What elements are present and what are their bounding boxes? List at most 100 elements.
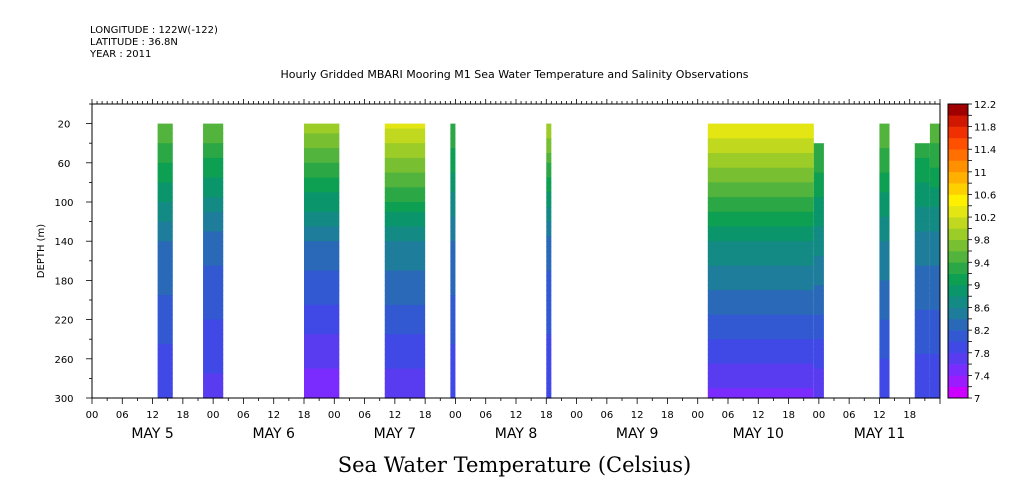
- day-label: MAY 8: [495, 426, 537, 442]
- temperature-cell: [203, 314, 224, 321]
- temperature-cell: [707, 187, 814, 193]
- temperature-cell: [929, 329, 940, 335]
- temperature-cell: [929, 255, 940, 262]
- colorbar-swatch: [948, 296, 968, 308]
- temperature-cell: [450, 182, 456, 188]
- temperature-cell: [879, 148, 890, 154]
- temperature-cell: [879, 280, 890, 286]
- temperature-cell: [546, 309, 552, 316]
- temperature-cell: [546, 383, 552, 389]
- temperature-cell: [546, 329, 552, 335]
- temperature-cell: [914, 197, 930, 203]
- temperature-cell: [813, 236, 824, 242]
- temperature-cell: [450, 177, 456, 183]
- temperature-cell: [813, 260, 824, 267]
- temperature-cell: [813, 295, 824, 301]
- temperature-cell: [450, 285, 456, 291]
- temperature-cell: [203, 138, 224, 144]
- temperature-cell: [304, 128, 340, 134]
- temperature-cell: [929, 309, 940, 316]
- temperature-cell: [813, 177, 824, 183]
- temperature-cell: [914, 172, 930, 179]
- hour-tick-label: 06: [479, 410, 492, 421]
- hour-tick-label: 06: [358, 410, 371, 421]
- temperature-cell: [450, 138, 456, 144]
- temperature-cell: [157, 123, 173, 130]
- temperature-cell: [384, 255, 426, 262]
- temperature-cell: [914, 231, 930, 237]
- temperature-cell: [304, 138, 340, 144]
- temperature-cell: [929, 143, 940, 149]
- temperature-cell: [384, 157, 426, 164]
- temperature-cell: [929, 290, 940, 296]
- temperature-cell: [304, 295, 340, 301]
- temperature-cell: [304, 314, 340, 321]
- temperature-cell: [450, 388, 456, 394]
- temperature-cell: [813, 241, 824, 247]
- temperature-cell: [546, 241, 552, 247]
- temperature-cell: [879, 226, 890, 232]
- temperature-cell: [450, 368, 456, 375]
- temperature-cell: [707, 373, 814, 379]
- temperature-cell: [929, 241, 940, 247]
- y-tick-label: 20: [58, 120, 71, 131]
- temperature-cell: [914, 187, 930, 193]
- temperature-cell: [450, 226, 456, 232]
- temperature-cell: [813, 157, 824, 164]
- y-tick-label: 140: [54, 237, 73, 248]
- temperature-cell: [879, 353, 890, 360]
- temperature-cell: [203, 182, 224, 188]
- temperature-cell: [304, 270, 340, 277]
- temperature-cell: [879, 358, 890, 365]
- colorbar-swatch: [948, 386, 968, 399]
- colorbar-swatch: [948, 137, 968, 150]
- temperature-cell: [450, 255, 456, 262]
- temperature-cell: [707, 246, 814, 252]
- temperature-cell: [304, 172, 340, 179]
- temperature-cell: [879, 197, 890, 203]
- colorbar-swatch: [948, 149, 968, 161]
- temperature-cell: [304, 260, 340, 267]
- temperature-cell: [879, 255, 890, 262]
- temperature-cell: [707, 138, 814, 144]
- temperature-cell: [929, 221, 940, 228]
- temperature-cell: [546, 373, 552, 379]
- temperature-cell: [813, 270, 824, 277]
- temperature-cell: [203, 275, 224, 281]
- temperature-cell: [157, 324, 173, 330]
- temperature-cell: [813, 251, 824, 257]
- temperature-cell: [304, 157, 340, 164]
- temperature-cell: [546, 197, 552, 203]
- temperature-cell: [450, 202, 456, 208]
- temperature-cell: [914, 216, 930, 223]
- temperature-cell: [546, 349, 552, 355]
- temperature-cell: [914, 270, 930, 277]
- temperature-cell: [450, 339, 456, 345]
- temperature-cell: [546, 300, 552, 306]
- temperature-cell: [384, 270, 426, 277]
- temperature-cell: [384, 177, 426, 183]
- temperature-cell: [929, 378, 940, 384]
- temperature-cell: [813, 373, 824, 379]
- temperature-cell: [707, 221, 814, 228]
- temperature-cell: [450, 167, 456, 174]
- hour-tick-label: 06: [722, 410, 735, 421]
- temperature-cell: [546, 162, 552, 169]
- temperature-cell: [203, 368, 224, 375]
- temperature-cell: [813, 304, 824, 311]
- temperature-cell: [914, 211, 930, 218]
- temperature-cell: [450, 157, 456, 164]
- temperature-cell: [707, 285, 814, 291]
- temperature-cell: [914, 393, 930, 399]
- temperature-cell: [929, 324, 940, 330]
- temperature-cell: [929, 275, 940, 281]
- temperature-cell: [304, 344, 340, 350]
- temperature-cell: [546, 216, 552, 223]
- temperature-cell: [914, 314, 930, 321]
- temperature-cell: [450, 309, 456, 316]
- temperature-cell: [450, 349, 456, 355]
- temperature-cell: [157, 339, 173, 345]
- temperature-cell: [707, 270, 814, 277]
- temperature-cell: [203, 280, 224, 286]
- colorbar-label: 11.4: [974, 145, 996, 156]
